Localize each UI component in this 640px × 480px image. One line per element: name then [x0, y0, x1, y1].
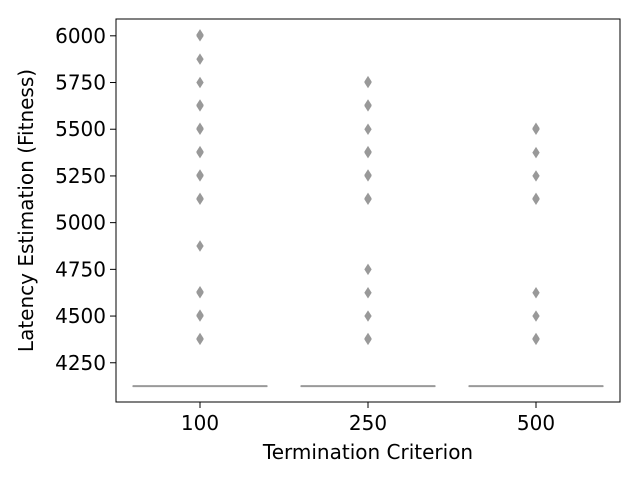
outlier-point — [196, 122, 204, 135]
outlier-point — [196, 76, 204, 89]
y-tick-label: 5750 — [55, 71, 106, 95]
y-tick-label: 5250 — [55, 164, 106, 188]
outlier-point — [364, 310, 372, 322]
outlier-point — [196, 29, 204, 41]
outlier-point — [364, 263, 372, 276]
outlier-point — [196, 286, 204, 298]
outlier-point — [532, 146, 540, 159]
x-tick-label: 500 — [517, 411, 555, 435]
outlier-point — [364, 145, 372, 158]
box-group-100 — [132, 29, 268, 388]
x-tick-label: 250 — [349, 411, 387, 435]
outlier-point — [532, 286, 540, 299]
outlier-point — [532, 310, 540, 322]
y-axis: 4250 4500 4750 5000 5250 5500 5750 6000 — [55, 24, 116, 375]
plot-area — [132, 29, 604, 388]
outlier-point — [364, 169, 372, 181]
box-group-250 — [300, 75, 436, 388]
outlier-point — [364, 286, 372, 299]
y-tick-label: 4750 — [55, 257, 106, 281]
outlier-point — [532, 122, 540, 135]
outlier-point — [196, 99, 204, 111]
outlier-point — [196, 192, 204, 205]
x-axis: 100 250 500 — [181, 402, 555, 435]
y-tick-label: 6000 — [55, 24, 106, 48]
y-tick-label: 5500 — [55, 117, 106, 141]
outlier-point — [196, 309, 204, 321]
outlier-point — [532, 192, 540, 205]
outlier-point — [196, 240, 204, 252]
outlier-point — [364, 332, 372, 345]
box-group-500 — [468, 122, 604, 388]
outlier-point — [532, 170, 540, 182]
outlier-point — [196, 145, 204, 158]
y-axis-label: Latency Estimation (Fitness) — [14, 69, 38, 352]
outlier-point — [364, 192, 372, 205]
outlier-point — [364, 123, 372, 135]
outlier-point — [364, 75, 372, 88]
outlier-point — [196, 53, 204, 65]
y-tick-label: 4250 — [55, 351, 106, 375]
x-tick-label: 100 — [181, 411, 219, 435]
outlier-point — [196, 332, 204, 345]
y-tick-label: 5000 — [55, 211, 106, 235]
outlier-point — [364, 99, 372, 111]
outlier-point — [196, 169, 204, 181]
y-tick-label: 4500 — [55, 304, 106, 328]
outlier-point — [532, 332, 540, 345]
x-axis-label: Termination Criterion — [262, 440, 473, 464]
